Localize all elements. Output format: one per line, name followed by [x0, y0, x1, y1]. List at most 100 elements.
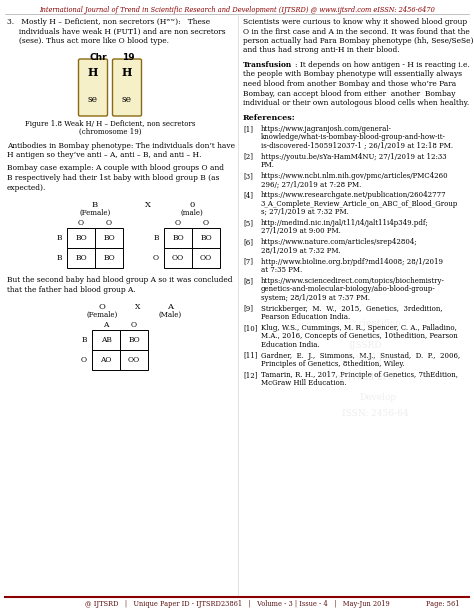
Text: X: X: [135, 303, 141, 311]
Bar: [192, 248, 220, 268]
Text: at 7:35 PM.: at 7:35 PM.: [261, 266, 302, 274]
Text: Tamarin, R. H., 2017, Principle of Genetics, 7thEdition,: Tamarin, R. H., 2017, Principle of Genet…: [261, 371, 458, 379]
FancyBboxPatch shape: [112, 59, 142, 116]
Text: Scientists were curious to know why it showed blood group: Scientists were curious to know why it s…: [243, 18, 467, 26]
Text: system; 28/1/2019 at 7:37 PM.: system; 28/1/2019 at 7:37 PM.: [261, 294, 370, 302]
Text: But the second baby had blood group A so it was concluded: But the second baby had blood group A so…: [7, 276, 233, 284]
Text: https://www.jagranjosh.com/general-: https://www.jagranjosh.com/general-: [261, 125, 392, 133]
Text: Strickberger,  M.  W.,  2015,  Genetics,  3rdedition,: Strickberger, M. W., 2015, Genetics, 3rd…: [261, 305, 443, 313]
Text: BO: BO: [75, 254, 87, 262]
Text: O: O: [153, 254, 159, 262]
Text: Develop: Develop: [359, 394, 397, 403]
Text: [7]: [7]: [243, 258, 253, 266]
Text: ISSN: 2456-64: ISSN: 2456-64: [342, 408, 408, 417]
Bar: [92, 350, 120, 370]
Text: knowledge/what-is-bombay-blood-group-and-how-it-: knowledge/what-is-bombay-blood-group-and…: [261, 133, 446, 141]
Text: O: O: [131, 321, 137, 329]
Text: se: se: [88, 96, 98, 104]
Bar: [120, 350, 148, 370]
Text: Bombay case example: A couple with blood groups O and: Bombay case example: A couple with blood…: [7, 164, 224, 172]
Text: https://www.nature.com/articles/srep42804;: https://www.nature.com/articles/srep4280…: [261, 238, 418, 246]
Text: [9]: [9]: [243, 305, 253, 313]
Text: BO: BO: [75, 234, 87, 242]
Text: B: B: [81, 336, 87, 344]
Text: O: O: [203, 219, 209, 227]
Text: [1]: [1]: [243, 125, 253, 133]
Text: BO: BO: [172, 234, 184, 242]
Text: B: B: [153, 234, 159, 242]
Text: [11]: [11]: [243, 352, 257, 360]
Text: 28/1/2019 at 7:32 PM.: 28/1/2019 at 7:32 PM.: [261, 246, 341, 254]
Text: Klug, W.S., Cummings, M. R., Spencer, C. A., Palladino,: Klug, W.S., Cummings, M. R., Spencer, C.…: [261, 324, 457, 332]
Text: [3]: [3]: [243, 172, 253, 180]
Text: O: O: [78, 219, 84, 227]
Text: Principles of Genetics, 8thedition, Wiley.: Principles of Genetics, 8thedition, Wile…: [261, 360, 405, 368]
Text: AO: AO: [100, 356, 112, 364]
Text: (male): (male): [181, 209, 203, 217]
Text: se: se: [122, 96, 132, 104]
Text: http://www.bioline.org.br/pdf?md14008; 28/1/2019: http://www.bioline.org.br/pdf?md14008; 2…: [261, 258, 443, 266]
Text: OO: OO: [128, 356, 140, 364]
Text: that the father had blood group A.: that the father had blood group A.: [7, 286, 136, 294]
Text: https://www.ncbi.nlm.nih.gov/pmc/articles/PMC4260: https://www.ncbi.nlm.nih.gov/pmc/article…: [261, 172, 448, 180]
Text: [8]: [8]: [243, 277, 253, 285]
Bar: [95, 248, 123, 268]
Text: Pearson Education India.: Pearson Education India.: [261, 313, 350, 321]
Text: X: X: [145, 201, 151, 209]
Text: 19: 19: [122, 53, 134, 61]
Text: B: B: [92, 201, 98, 209]
Text: BO: BO: [103, 234, 115, 242]
Text: https://youtu.be/sYa-HamM4NU; 27/1/2019 at 12:33: https://youtu.be/sYa-HamM4NU; 27/1/2019 …: [261, 153, 447, 161]
Text: is-discovered-1505912037-1 ; 26/1/2019 at 12:18 PM.: is-discovered-1505912037-1 ; 26/1/2019 a…: [261, 142, 453, 150]
Text: and thus had strong anti-H in their blood.: and thus had strong anti-H in their bloo…: [243, 47, 400, 55]
Text: onal Jou: onal Jou: [356, 354, 394, 362]
Text: (sese). Thus act more like O blood type.: (sese). Thus act more like O blood type.: [7, 37, 169, 45]
Text: Antibodies in Bombay phenotype: The individuals don’t have: Antibodies in Bombay phenotype: The indi…: [7, 142, 235, 150]
Text: 296/; 27/1/2019 at 7:28 PM.: 296/; 27/1/2019 at 7:28 PM.: [261, 180, 361, 188]
Text: of Trend in S: of Trend in S: [335, 373, 395, 383]
Text: 3_A_Complete_Review_Article_on_ABC_of_Blood_Group: 3_A_Complete_Review_Article_on_ABC_of_Bl…: [261, 200, 458, 208]
Text: [12]: [12]: [243, 371, 257, 379]
Bar: [67, 228, 95, 248]
Text: Education India.: Education India.: [261, 341, 320, 349]
Text: IJSSRD: IJSSRD: [348, 340, 382, 349]
Text: H: H: [88, 66, 98, 77]
Text: B respectively had their 1st baby with blood group B (as: B respectively had their 1st baby with b…: [7, 174, 219, 182]
Bar: [164, 228, 192, 248]
Text: M.A., 2016, Concepts of Genetics, 10thedition, Pearson: M.A., 2016, Concepts of Genetics, 10thed…: [261, 332, 458, 340]
Text: cientifico: cientifico: [359, 319, 401, 327]
Text: : It depends on how antigen - H is reacting i.e.: : It depends on how antigen - H is react…: [295, 61, 470, 69]
Text: AB: AB: [100, 336, 111, 344]
Text: (chromosome 19): (chromosome 19): [79, 128, 141, 135]
Text: O: O: [106, 219, 112, 227]
Text: Bombay, can accept blood from either  another  Bombay: Bombay, can accept blood from either ano…: [243, 89, 456, 97]
Text: BO: BO: [103, 254, 115, 262]
Text: O: O: [175, 219, 181, 227]
Text: Figure 1.8 Weak H/ H – Deficient, non secretors: Figure 1.8 Weak H/ H – Deficient, non se…: [25, 120, 195, 128]
Text: McGraw Hill Education.: McGraw Hill Education.: [261, 379, 346, 387]
Text: Chr: Chr: [89, 53, 107, 61]
Text: Page: 561: Page: 561: [427, 600, 460, 608]
Text: Transfusion: Transfusion: [243, 61, 292, 69]
Text: B: B: [56, 234, 62, 242]
Text: expected).: expected).: [7, 183, 46, 191]
Text: O: O: [99, 303, 105, 311]
Text: PM.: PM.: [261, 161, 275, 169]
Text: [5]: [5]: [243, 219, 253, 227]
Text: O: O: [81, 356, 87, 364]
Text: http://medind.nic.in/jal/t11/i4/jalt11i4p349.pdf;: http://medind.nic.in/jal/t11/i4/jalt11i4…: [261, 219, 429, 227]
Text: OO: OO: [172, 254, 184, 262]
Text: References:: References:: [243, 115, 296, 123]
Text: [10]: [10]: [243, 324, 257, 332]
Bar: [67, 248, 95, 268]
Text: https://www.researchgate.net/publication/26042777: https://www.researchgate.net/publication…: [261, 191, 447, 199]
Text: Gardner,  E.  J.,  Simmons,  M.J.,  Snustad,  D.  P.,  2006,: Gardner, E. J., Simmons, M.J., Snustad, …: [261, 352, 460, 360]
Text: O in the first case and A in the second. It was found that the: O in the first case and A in the second.…: [243, 28, 470, 36]
Text: A: A: [103, 321, 109, 329]
Text: https://www.sciencedirect.com/topics/biochemistry-: https://www.sciencedirect.com/topics/bio…: [261, 277, 445, 285]
Text: B: B: [56, 254, 62, 262]
Text: s; 27/1/2019 at 7:32 PM.: s; 27/1/2019 at 7:32 PM.: [261, 208, 349, 216]
Text: OO: OO: [200, 254, 212, 262]
Text: 3.   Mostly H – Deficient, non secretors (Hʷʷ):   These: 3. Mostly H – Deficient, non secretors (…: [7, 18, 210, 26]
Text: individual or their own autologous blood cells when healthy.: individual or their own autologous blood…: [243, 99, 469, 107]
